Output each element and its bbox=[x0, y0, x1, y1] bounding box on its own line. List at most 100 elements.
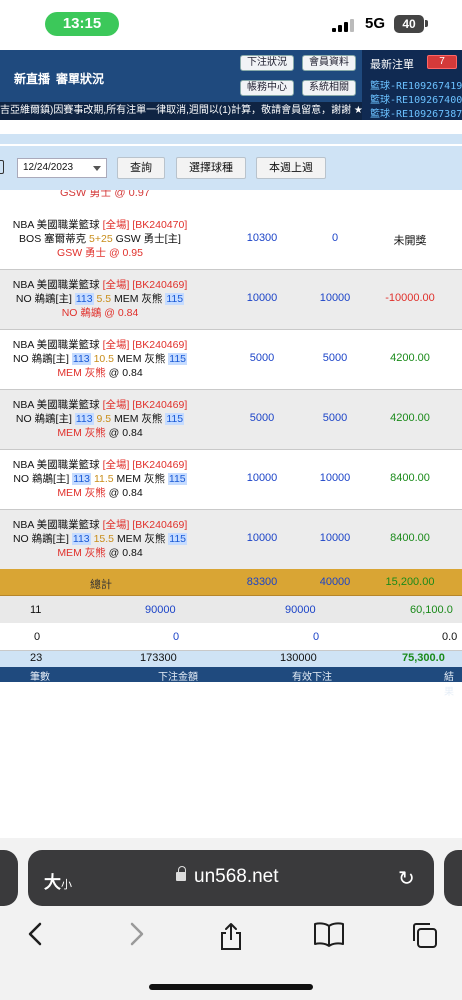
bet-result: 未開獎 bbox=[393, 235, 427, 247]
bet-valid-amount: 10000 bbox=[319, 292, 351, 304]
bet-row[interactable]: NBA 美國職業籃球 [全場] [BK240469] NO 鵜鶘[主] 113 … bbox=[0, 390, 462, 450]
league-name: NBA 美國職業籃球 bbox=[12, 519, 100, 531]
account-center-button[interactable]: 帳務中心 bbox=[240, 80, 294, 96]
summary-valid: 0 bbox=[313, 631, 320, 643]
total-stake: 83300 bbox=[246, 576, 278, 588]
bet-odds: @ 0.84 bbox=[108, 367, 143, 379]
score-b: 115 bbox=[165, 293, 185, 305]
nav-live[interactable]: 新直播 bbox=[14, 72, 51, 86]
bet-scope: [全場] bbox=[102, 339, 130, 351]
bet-stake: 10000 bbox=[246, 292, 278, 304]
handicap-line: 15.5 bbox=[93, 533, 115, 545]
week-range-button[interactable]: 本週上週 bbox=[256, 157, 326, 179]
forward-icon[interactable] bbox=[124, 920, 148, 953]
bet-status-button[interactable]: 下注狀況 bbox=[240, 55, 294, 71]
address-bar[interactable]: 大小 un568.net ↻ bbox=[28, 850, 434, 906]
back-icon[interactable] bbox=[24, 920, 48, 953]
latest-bets-title: 最新注單 bbox=[370, 59, 414, 71]
bet-pick: MEM 灰熊 bbox=[57, 367, 106, 379]
summary-stake: 0 bbox=[173, 631, 180, 643]
url-text: un568.net bbox=[194, 866, 279, 887]
handicap-line: 11.5 bbox=[93, 473, 114, 485]
bet-row[interactable]: NBA 美國職業籃球 [全場] [BK240470] BOS 塞爾蒂克 5+25… bbox=[0, 210, 462, 270]
bet-odds: @ 0.84 bbox=[108, 427, 143, 439]
grand-result: 75,300.0 bbox=[402, 652, 445, 664]
latest-bet-item[interactable]: 籃球-RE109267387 bbox=[370, 109, 462, 120]
tabs-icon[interactable] bbox=[408, 920, 440, 955]
select-sport-button[interactable]: 選擇球種 bbox=[176, 157, 246, 179]
filter-bar: 12/24/2023 查詢 選擇球種 本週上週 bbox=[0, 146, 462, 190]
handicap-line: 5.5 bbox=[96, 293, 112, 305]
bet-valid-amount: 0 bbox=[331, 232, 339, 244]
system-button[interactable]: 系統相關 bbox=[302, 80, 356, 96]
summary-row: 0 0 0 0.0 bbox=[0, 623, 462, 651]
summary-row: 11 90000 90000 60,100.0 bbox=[0, 596, 462, 624]
bet-result: 8400.00 bbox=[390, 472, 430, 484]
league-name: NBA 美國職業籃球 bbox=[12, 339, 100, 351]
score-b: 115 bbox=[167, 473, 187, 485]
score-b: 115 bbox=[168, 353, 188, 365]
grand-valid: 130000 bbox=[280, 652, 317, 664]
nav-audit-status[interactable]: 審單狀況 bbox=[56, 72, 105, 86]
footer-stake-label: 下注金額 bbox=[158, 672, 198, 683]
spacer bbox=[0, 120, 462, 146]
date-value: 12/24/2023 bbox=[23, 162, 74, 173]
team-b: MEM 灰熊 bbox=[116, 353, 166, 365]
bet-stake: 5000 bbox=[249, 412, 275, 424]
bet-code: [BK240470] bbox=[132, 219, 188, 231]
battery-tip bbox=[425, 20, 428, 27]
member-info-button[interactable]: 會員資料 bbox=[302, 55, 356, 71]
score-a: 113 bbox=[71, 353, 91, 365]
grand-count: 23 bbox=[30, 652, 43, 664]
total-label: 總計 bbox=[90, 579, 112, 591]
summary-count: 11 bbox=[30, 604, 42, 616]
team-a: NO 鵜鶘[主] bbox=[12, 533, 69, 545]
calendar-icon[interactable] bbox=[0, 160, 4, 174]
bet-row[interactable]: NBA 美國職業籃球 [全場] [BK240469] NO 鵜鶘[主] 113 … bbox=[0, 510, 462, 570]
summary-result: 60,100.0 bbox=[410, 604, 453, 616]
share-icon[interactable] bbox=[216, 920, 246, 957]
lock-icon bbox=[176, 866, 186, 881]
team-a: NO 鵜鶘[主] bbox=[12, 353, 69, 365]
latest-bet-item[interactable]: 籃球-RE109267419 bbox=[370, 81, 462, 92]
total-valid: 40000 bbox=[319, 576, 351, 588]
text-size-button[interactable]: 大小 bbox=[44, 868, 72, 893]
team-a: NO 鵜鶘[主] bbox=[13, 473, 70, 485]
status-time: 13:15 bbox=[45, 12, 119, 36]
handicap-line: 5+25 bbox=[89, 233, 113, 245]
bet-pick: MEM 灰熊 bbox=[57, 547, 106, 559]
bookmarks-icon[interactable] bbox=[312, 920, 346, 953]
query-button[interactable]: 查詢 bbox=[117, 157, 165, 179]
chevron-down-icon bbox=[93, 166, 101, 171]
latest-bets-count: 7 bbox=[427, 55, 457, 69]
handicap-line: 9.5 bbox=[96, 413, 112, 425]
reload-icon[interactable]: ↻ bbox=[398, 868, 415, 890]
bet-result: 4200.00 bbox=[390, 412, 430, 424]
previous-tab-preview[interactable] bbox=[0, 850, 18, 906]
browser-toolbar: 大小 un568.net ↻ bbox=[0, 838, 462, 1000]
latest-bet-item[interactable]: 籃球-RE109267400 bbox=[370, 95, 462, 106]
summary-stake: 90000 bbox=[145, 604, 176, 616]
ios-status-bar: 13:15 5G 40 bbox=[0, 0, 462, 50]
partial-bet-row: GSW 勇士 @ 0.97 bbox=[0, 190, 462, 210]
cellular-signal-icon bbox=[332, 18, 356, 32]
bet-stake: 5000 bbox=[249, 352, 275, 364]
league-name: NBA 美國職業籃球 bbox=[12, 219, 100, 231]
bet-row[interactable]: NBA 美國職業籃球 [全場] [BK240469] NO 鵜鶘[主] 113 … bbox=[0, 330, 462, 390]
partial-row-text: GSW 勇士 @ 0.97 bbox=[60, 190, 151, 199]
bet-result: 8400.00 bbox=[390, 532, 430, 544]
team-b: MEM 灰熊 bbox=[116, 533, 166, 545]
next-tab-preview[interactable] bbox=[444, 850, 462, 906]
score-b: 115 bbox=[168, 533, 188, 545]
bet-scope: [全場] bbox=[102, 459, 130, 471]
bet-valid-amount: 10000 bbox=[319, 472, 351, 484]
bet-valid-amount: 10000 bbox=[319, 532, 351, 544]
bet-row[interactable]: NBA 美國職業籃球 [全場] [BK240469] NO 鵜鶘[主] 113 … bbox=[0, 270, 462, 330]
bet-pick: GSW 勇士 bbox=[57, 247, 107, 259]
bet-row[interactable]: NBA 美國職業籃球 [全場] [BK240469] NO 鵜鶘[主] 113 … bbox=[0, 450, 462, 510]
bet-valid-amount: 5000 bbox=[322, 352, 348, 364]
text-size-large: 大 bbox=[44, 873, 61, 892]
date-select[interactable]: 12/24/2023 bbox=[17, 158, 107, 178]
network-type: 5G bbox=[365, 15, 386, 32]
bet-code: [BK240469] bbox=[132, 279, 188, 291]
